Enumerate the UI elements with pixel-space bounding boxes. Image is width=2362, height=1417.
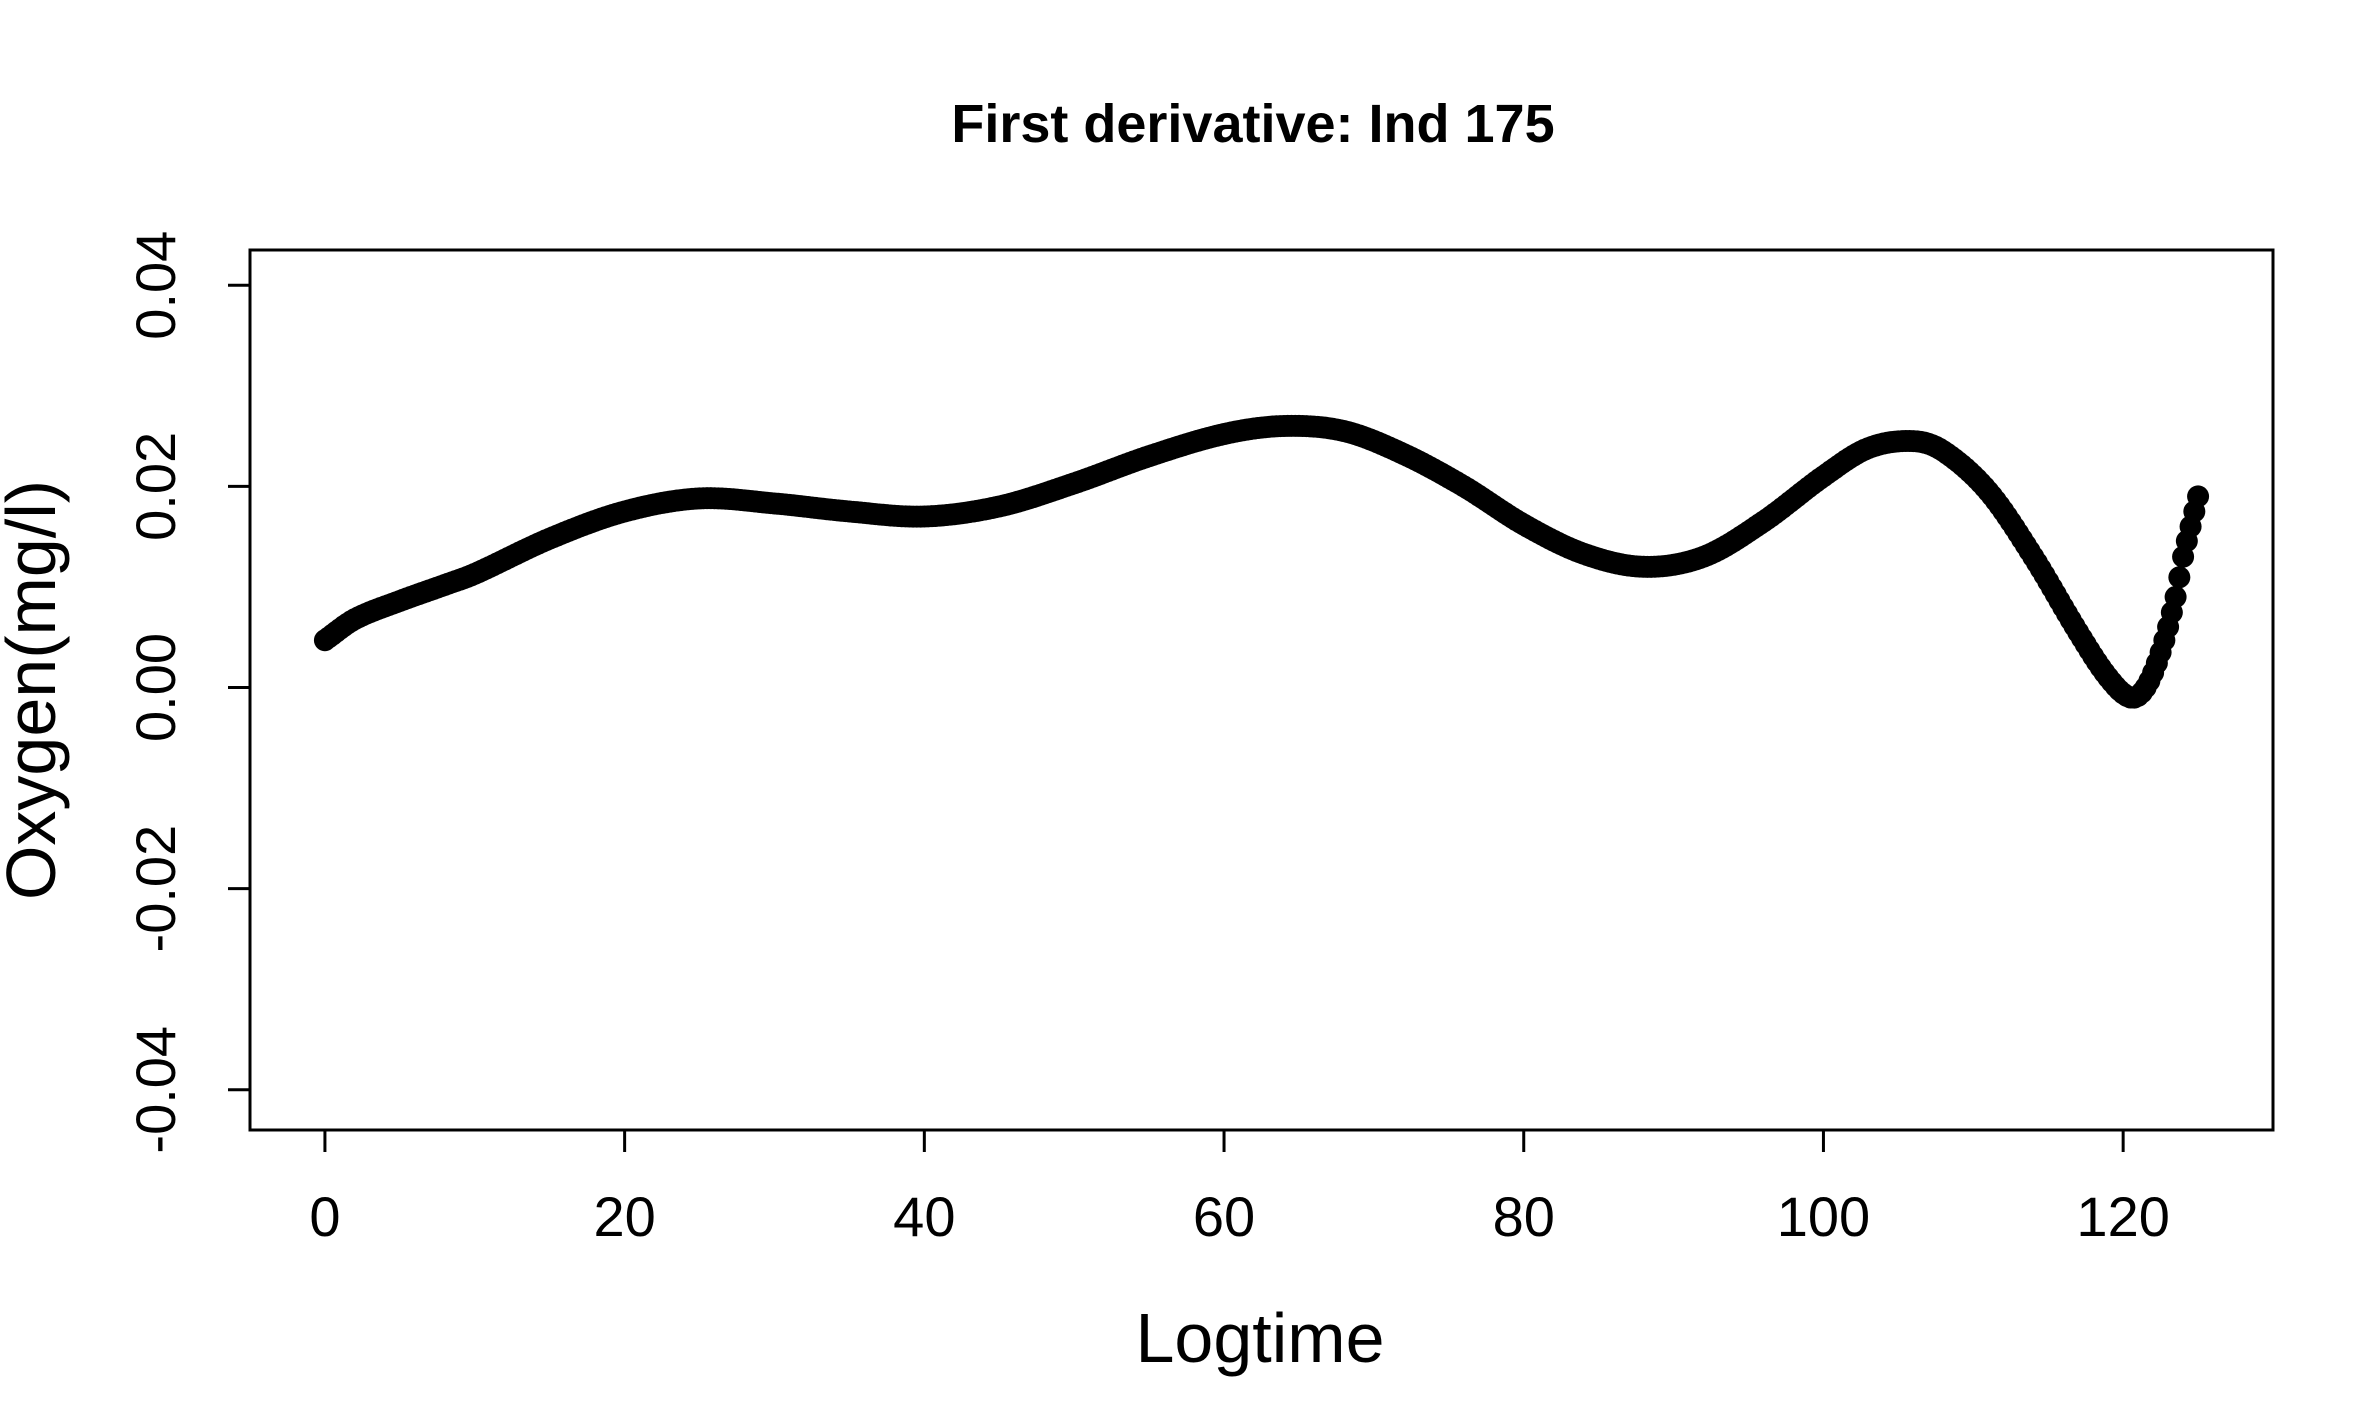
plot-frame <box>248 248 2275 1132</box>
data-point <box>2168 566 2191 589</box>
x-axis-label: Logtime <box>1135 1299 1384 1377</box>
y-tick-label: 0.04 <box>124 231 187 340</box>
x-tick-label: 120 <box>2076 1185 2169 1248</box>
y-tick-label: 0.02 <box>124 432 187 541</box>
x-axis: 0 20 40 60 80 100 120 <box>309 1128 2170 1248</box>
y-axis: -0.04 -0.02 0.00 0.02 0.04 <box>124 231 252 1154</box>
x-tick-label: 40 <box>893 1185 955 1248</box>
y-tick-label: -0.04 <box>124 1026 187 1154</box>
chart-title: First derivative: Ind 175 <box>951 94 1554 154</box>
x-tick-label: 80 <box>1493 1185 1555 1248</box>
x-tick-label: 0 <box>309 1185 340 1248</box>
y-axis-label: Oxygen(mg/l) <box>0 480 70 900</box>
data-point <box>2164 585 2187 608</box>
y-tick-label: -0.02 <box>124 825 187 953</box>
x-tick-label: 100 <box>1777 1185 1870 1248</box>
y-tick-label: 0.00 <box>124 633 187 742</box>
data-series <box>313 414 2210 709</box>
data-point <box>2187 485 2210 508</box>
x-tick-label: 20 <box>593 1185 655 1248</box>
x-tick-label: 60 <box>1193 1185 1255 1248</box>
